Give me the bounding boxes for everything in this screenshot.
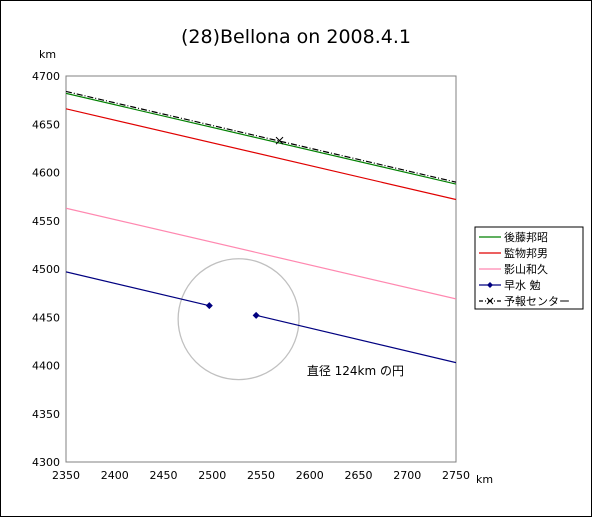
circle-annotation: 直径 124km の円 (307, 364, 404, 378)
x-tick-label: 2450 (150, 469, 178, 482)
legend-box (474, 226, 584, 310)
series-point-4 (205, 302, 213, 310)
legend-label-4: 早水 勉 (504, 278, 541, 292)
series-line-1 (66, 92, 456, 185)
series-line-4 (255, 314, 456, 364)
x-tick-label: 2400 (101, 469, 129, 482)
reference-circle (177, 258, 300, 381)
y-tick-label: 4450 (32, 311, 60, 324)
y-tick-label: 4500 (32, 263, 60, 276)
y-tick-label: 4550 (32, 215, 60, 228)
series-point-4 (252, 311, 260, 319)
x-tick-label: 2350 (52, 469, 80, 482)
x-tick-label: 2750 (442, 469, 470, 482)
x-tick-label: 2700 (393, 469, 421, 482)
legend-marker-5 (486, 297, 494, 305)
y-axis-unit-label: km (39, 48, 56, 61)
data-marks (66, 90, 456, 381)
x-tick-label: 2500 (198, 469, 226, 482)
legend-label-3: 影山和久 (504, 263, 548, 276)
y-tick-label: 4650 (32, 118, 60, 131)
plot-marks (66, 90, 456, 381)
x-tick-label: 2600 (296, 469, 324, 482)
x-tick-label: 2550 (247, 469, 275, 482)
chart-title: (28)Bellona on 2008.4.1 (181, 26, 411, 48)
series-line-4 (66, 271, 210, 307)
series-line-3 (66, 207, 456, 300)
series-line-2 (66, 108, 456, 201)
plot-area (65, 75, 457, 463)
x-tick-label: 2650 (345, 469, 373, 482)
tick-labels: 2350 2400 2450 2500 2550 2600 2650 2700 2750 4300… (32, 70, 470, 482)
y-tick-label: 4400 (32, 360, 60, 373)
legend-label-1: 後藤邦昭 (504, 230, 548, 244)
series-point-5 (275, 136, 284, 145)
legend-label-5: 予報センター (504, 295, 570, 308)
y-tick-label: 4300 (32, 456, 60, 469)
y-tick-label: 4600 (32, 167, 60, 180)
y-tick-label: 4700 (32, 70, 60, 83)
y-tick-label: 4350 (32, 408, 60, 421)
x-axis-unit-label: km (476, 473, 493, 486)
series-line-5 (66, 90, 456, 183)
legend-marker-4 (487, 282, 493, 288)
legend-label-2: 監物邦男 (504, 246, 548, 260)
